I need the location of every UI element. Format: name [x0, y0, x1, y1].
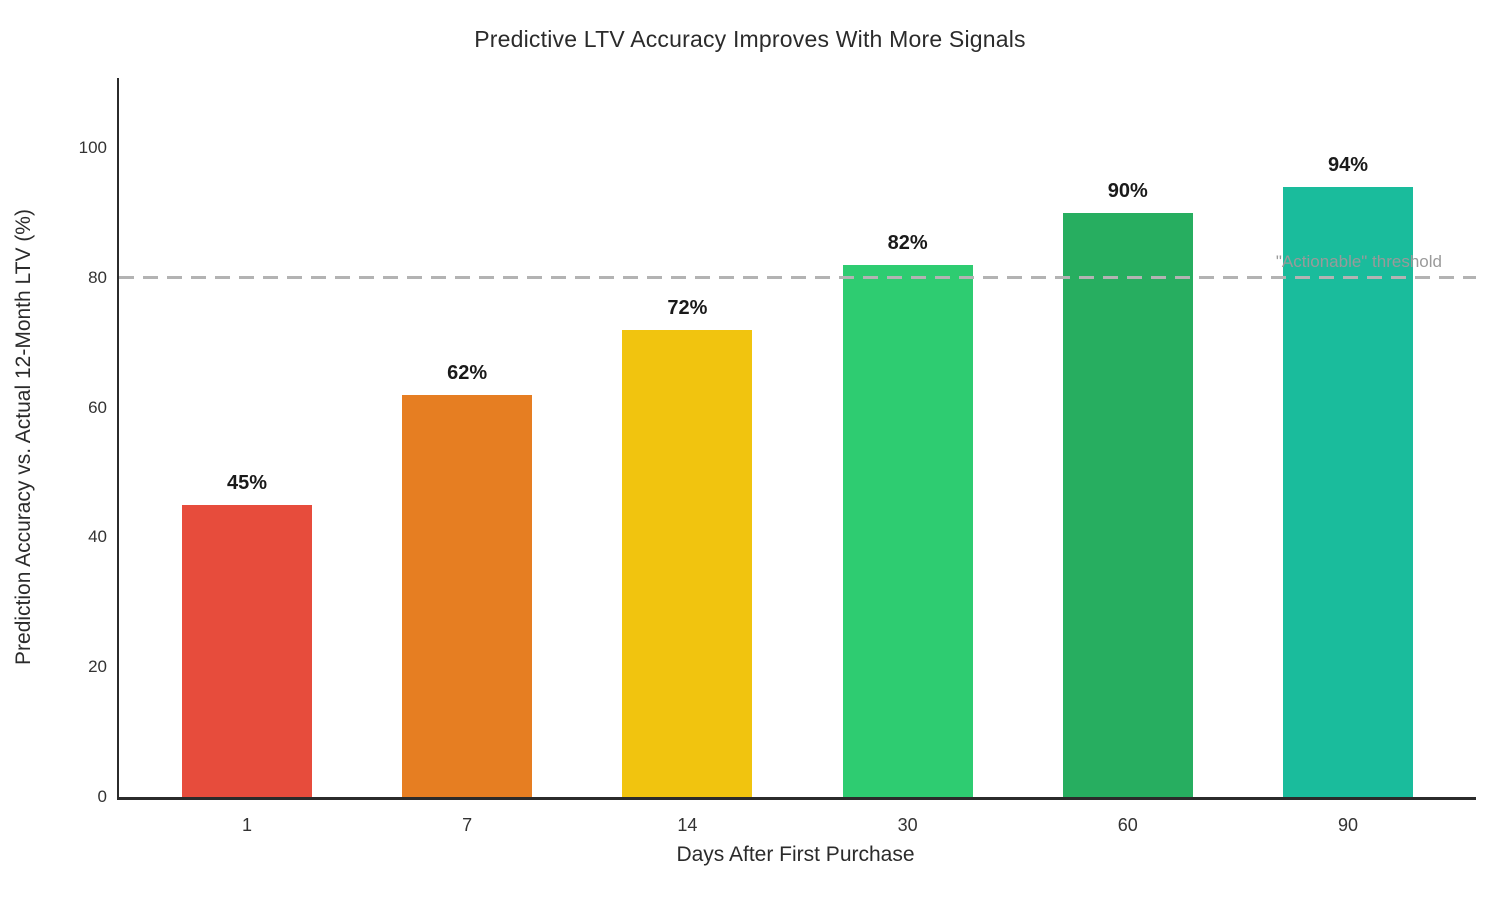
- y-tick-label-60: 60: [88, 397, 107, 417]
- x-tick-label-1: 1: [241, 815, 252, 835]
- plot-area: 45% 1 62% 7 72% 14 82% 30 90% 60 94% 90 0 20 40 60 80 100…: [79, 78, 1476, 835]
- bar-day-1: [182, 505, 312, 797]
- chart-title: Predictive LTV Accuracy Improves With Mo…: [474, 26, 1026, 52]
- x-tick-label-7: 7: [462, 815, 473, 835]
- x-tick-label-90: 90: [1337, 815, 1359, 835]
- y-axis-label-text: Prediction Accuracy vs. Actual 12-Month …: [12, 209, 35, 665]
- bar-value-label-day-1: 45%: [226, 472, 268, 494]
- y-tick-label-40: 40: [88, 527, 107, 547]
- bar-day-30: [842, 264, 973, 797]
- bar-day-60: [1062, 212, 1193, 797]
- x-tick-label-30: 30: [897, 815, 918, 835]
- y-tick-label-100: 100: [78, 138, 107, 158]
- bar-value-label-day-60: 90%: [1107, 179, 1148, 202]
- bar-value-label-day-30: 82%: [887, 231, 928, 254]
- x-tick-label-14: 14: [677, 815, 698, 835]
- bar-value-label-day-7: 62%: [447, 361, 488, 384]
- actionable-threshold-label: "Actionable" threshold: [1275, 251, 1442, 271]
- bar-day-7: [402, 394, 533, 797]
- y-tick-label-80: 80: [88, 267, 107, 287]
- bar-value-label-day-14: 72%: [667, 296, 708, 319]
- x-axis-label: Days After First Purchase: [676, 843, 915, 866]
- bar-day-14: [622, 329, 753, 797]
- bar-day-90: [1283, 187, 1413, 797]
- bar-value-label-day-90: 94%: [1327, 154, 1369, 177]
- y-tick-label-0: 0: [97, 787, 107, 806]
- actionable-threshold-line: [119, 276, 1476, 280]
- x-tick-label-60: 60: [1117, 815, 1138, 835]
- y-tick-label-20: 20: [88, 657, 107, 677]
